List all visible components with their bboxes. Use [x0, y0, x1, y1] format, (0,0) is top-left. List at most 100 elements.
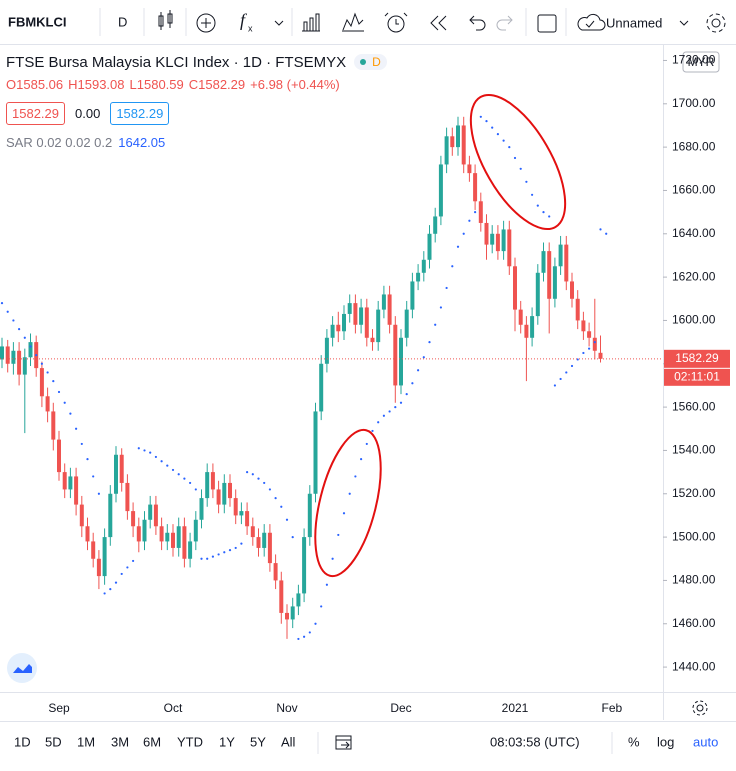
- candle-body: [45, 396, 50, 412]
- indicators-chevron[interactable]: [274, 20, 284, 26]
- financials-button[interactable]: [302, 13, 320, 32]
- layout-name[interactable]: Unnamed: [606, 15, 662, 30]
- candle-body: [62, 472, 67, 490]
- countdown-label: 02:11:01: [674, 369, 720, 383]
- currency-label: MYR: [688, 55, 715, 69]
- clock[interactable]: 08:03:58 (UTC): [490, 734, 580, 749]
- logo[interactable]: [7, 653, 37, 683]
- candle-body: [313, 411, 318, 494]
- sar-dot: [0, 302, 4, 305]
- sar-dot: [308, 631, 311, 634]
- candle-body: [490, 233, 495, 245]
- templates-button[interactable]: [342, 12, 364, 32]
- currency-badge[interactable]: [682, 51, 720, 73]
- sar-dot: [274, 496, 277, 500]
- candle-body: [524, 324, 529, 338]
- candle-body: [176, 526, 181, 548]
- candle-body: [96, 558, 101, 577]
- candle-body: [57, 439, 61, 473]
- sar-dot: [365, 442, 368, 446]
- annotation-ellipse: [469, 93, 567, 231]
- sar-dot: [360, 458, 363, 461]
- range-button[interactable]: 3M: [111, 734, 129, 749]
- interval-button[interactable]: D: [118, 14, 127, 29]
- sar-dot: [166, 464, 169, 467]
- settings-button[interactable]: [706, 13, 726, 33]
- range-button[interactable]: 1Y: [219, 734, 235, 749]
- candle-body: [433, 216, 438, 234]
- sar-dot: [599, 228, 602, 231]
- candle-body: [501, 229, 506, 252]
- sar-dot: [160, 460, 163, 463]
- candle-body: [114, 454, 118, 494]
- range-button[interactable]: 1D: [14, 734, 31, 749]
- y-tick-label: 1680.00: [672, 139, 716, 153]
- candle-body: [347, 303, 352, 314]
- range-button[interactable]: 6M: [143, 734, 161, 749]
- bid-box[interactable]: 1582.29: [6, 101, 65, 125]
- countdown-tag: [664, 368, 730, 386]
- layout-chevron[interactable]: [679, 20, 689, 26]
- sar-dot: [240, 542, 243, 545]
- candle-body: [5, 346, 10, 364]
- quote-row: 1582.29 0.00 1582.29: [6, 95, 387, 131]
- sar-dot: [46, 371, 49, 374]
- sar-dot: [211, 555, 214, 558]
- sar-dot: [246, 471, 249, 474]
- sar-dot: [223, 551, 226, 554]
- candle-body: [279, 580, 284, 613]
- top-toolbar: [0, 0, 736, 44]
- alert-button[interactable]: [384, 12, 408, 33]
- symbol-search[interactable]: FBMKLCI: [8, 14, 67, 29]
- candle-body: [233, 498, 238, 516]
- sar-dot: [280, 505, 283, 508]
- y-tick-label: 1500.00: [672, 529, 716, 543]
- sar-dot: [228, 548, 232, 552]
- indicators-button[interactable]: f: [240, 10, 248, 30]
- range-button[interactable]: All: [281, 734, 296, 749]
- ask-box[interactable]: 1582.29: [110, 101, 170, 125]
- range-button[interactable]: YTD: [177, 734, 203, 749]
- sar-dot: [565, 371, 568, 374]
- candle-body: [302, 537, 307, 594]
- plot-area: [0, 115, 608, 641]
- status-dot: [360, 59, 367, 65]
- last-price-tag: [664, 349, 730, 368]
- candle-body: [250, 526, 255, 538]
- candle-body: [228, 482, 232, 499]
- ohlc-row: O 1585.06 H 1593.08 L 1580.59 C 1582.29 +6.98 (+…: [6, 73, 387, 95]
- candle-body: [473, 173, 478, 202]
- goto-date-button[interactable]: [335, 735, 352, 750]
- sar-dot: [325, 583, 328, 586]
- sar-dot: [428, 341, 431, 344]
- ohlc-value: 1593.08: [77, 76, 125, 92]
- chart-style-button[interactable]: [158, 10, 173, 30]
- candle-body: [22, 357, 27, 375]
- candle-body: [376, 309, 381, 343]
- candle-body: [273, 563, 278, 581]
- sar-dot: [502, 139, 505, 142]
- candle-body: [393, 324, 398, 386]
- candle-body: [296, 593, 301, 607]
- candle-body: [438, 164, 443, 217]
- scale-option[interactable]: auto: [693, 734, 718, 749]
- compare-button[interactable]: [196, 13, 216, 33]
- sar-dot: [189, 481, 192, 485]
- range-button[interactable]: 1M: [77, 734, 95, 749]
- scale-option[interactable]: log: [657, 734, 674, 749]
- fullscreen-button[interactable]: [537, 14, 557, 33]
- sar-dot: [177, 473, 180, 476]
- indicator-params: 0.02 0.02 0.2: [36, 134, 113, 150]
- candle-body: [165, 532, 170, 542]
- sar-dot: [314, 622, 317, 625]
- axis-settings[interactable]: [692, 700, 708, 716]
- range-button[interactable]: 5D: [45, 734, 62, 749]
- range-button[interactable]: 5Y: [250, 734, 266, 749]
- candle-body: [51, 411, 56, 440]
- candle-body: [216, 489, 221, 505]
- undo-button[interactable]: [469, 15, 486, 31]
- scale-option[interactable]: %: [628, 734, 640, 749]
- sar-dot: [132, 559, 135, 563]
- redo-button[interactable]: [496, 15, 513, 31]
- replay-button[interactable]: [430, 15, 447, 31]
